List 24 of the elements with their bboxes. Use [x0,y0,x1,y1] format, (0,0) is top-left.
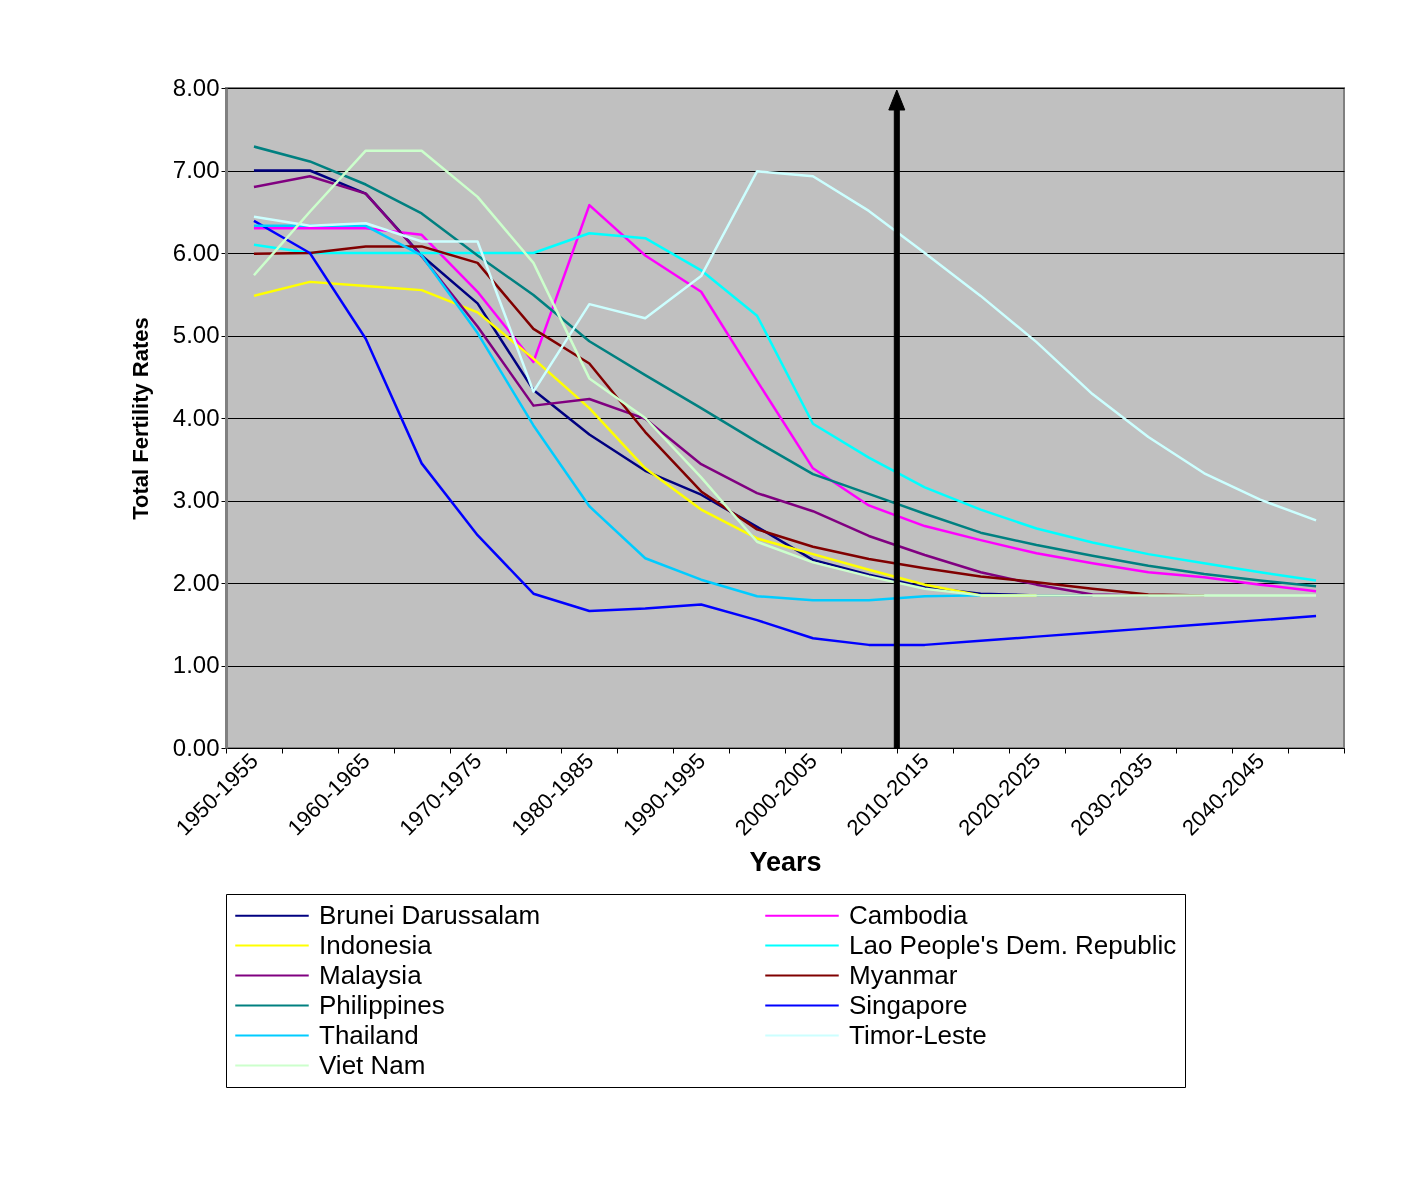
legend-label: Thailand [319,1019,419,1050]
legend-label: Viet Nam [319,1049,426,1080]
legend-label: Lao People's Dem. Republic [849,929,1177,960]
y-tick-label: 2.00 [172,568,220,596]
legend-label: Philippines [319,989,445,1020]
y-tick-label: 4.00 [172,403,220,431]
y-tick-label: 3.00 [172,486,220,513]
y-tick-label: 5.00 [172,321,220,348]
y-tick-label: 8.00 [172,73,220,101]
legend-label: Indonesia [319,929,433,960]
legend-label: Singapore [849,989,968,1020]
legend-label: Myanmar [849,959,958,990]
legend-label: Cambodia [849,899,969,930]
line-series [252,219,1318,647]
x-axis-title: Years [749,846,822,877]
legend-label: Brunei Darussalam [319,899,541,930]
line-series [252,170,1318,522]
y-tick-label: 6.00 [172,238,220,266]
line-series [252,224,982,602]
legend-label: Timor-Leste [849,1019,987,1050]
y-tick-label: 1.00 [172,651,220,678]
legend-label: Malaysia [319,959,423,990]
y-axis-title: Total Fertility Rates [127,317,153,520]
y-tick-label: 7.00 [172,156,220,183]
